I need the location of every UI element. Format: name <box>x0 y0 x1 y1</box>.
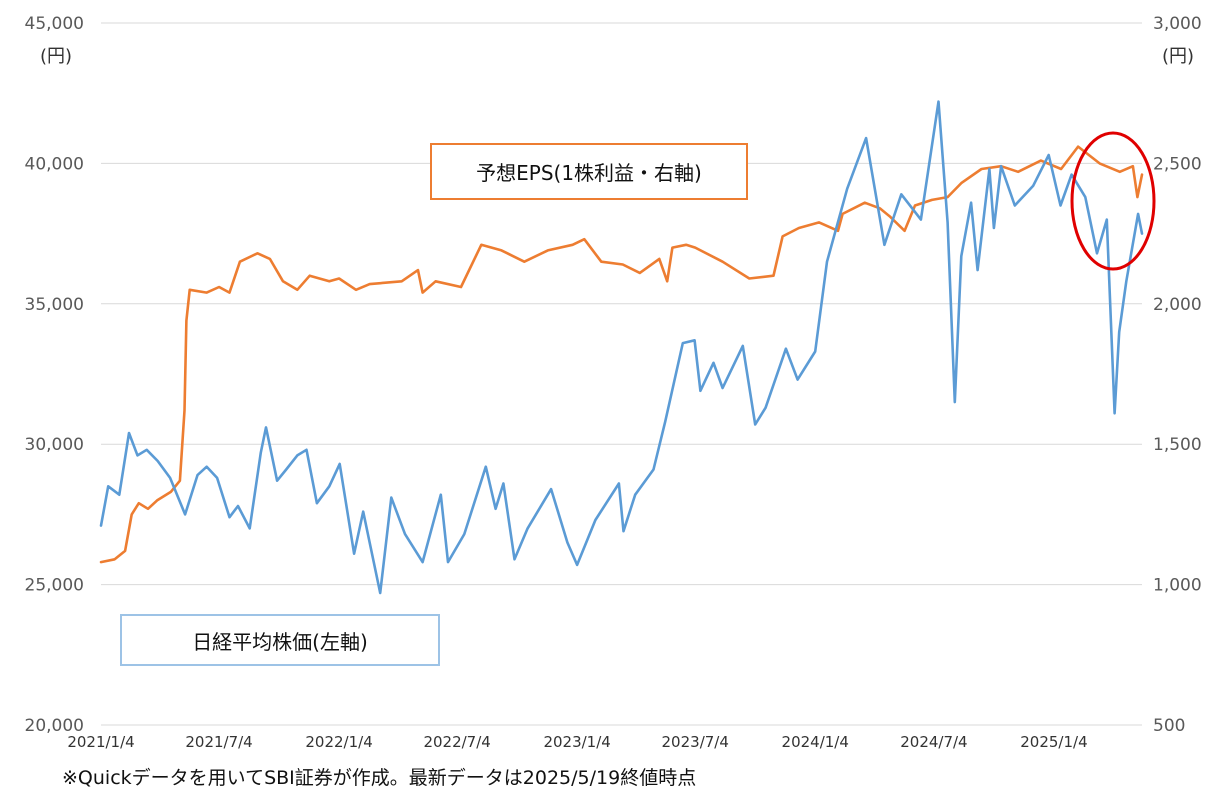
right-axis-unit: (円) <box>1162 46 1194 67</box>
left-tick-label: 40,000 <box>25 154 84 174</box>
right-tick-label: 1,000 <box>1153 576 1202 596</box>
eps-line <box>99 145 1144 564</box>
x-tick-label: 2021/7/4 <box>185 733 252 751</box>
x-tick-label: 2021/1/4 <box>67 733 134 751</box>
eps-legend: 予想EPS(1株利益・右軸) <box>430 143 748 200</box>
nikkei-legend-label: 日経平均株価(左軸) <box>192 629 368 654</box>
x-tick-label: 2024/7/4 <box>900 733 967 751</box>
right-tick-label: 1,500 <box>1153 435 1202 455</box>
x-axis-ticks: 2021/1/4 2021/7/4 2022/1/4 2022/7/4 2023/1/4… <box>67 733 1087 751</box>
left-tick-label: 35,000 <box>25 295 84 315</box>
x-tick-label: 2024/1/4 <box>782 733 849 751</box>
x-tick-label: 2022/1/4 <box>305 733 372 751</box>
eps-legend-label: 予想EPS(1株利益・右軸) <box>476 161 702 185</box>
x-tick-label: 2022/7/4 <box>423 733 490 751</box>
left-axis-unit: (円) <box>40 46 72 67</box>
left-axis-ticks: 20,000 25,000 30,000 35,000 40,000 45,000 <box>25 14 84 736</box>
right-tick-label: 2,000 <box>1153 295 1202 315</box>
nikkei-legend: 日経平均株価(左軸) <box>120 614 440 666</box>
x-tick-label: 2023/1/4 <box>543 733 610 751</box>
right-tick-label: 3,000 <box>1153 14 1202 34</box>
highlight-circle <box>1070 131 1156 271</box>
right-axis-ticks: 500 1,000 1,500 2,000 2,500 3,000 <box>1153 14 1202 736</box>
series-layer <box>99 100 1144 595</box>
left-tick-label: 45,000 <box>25 14 84 34</box>
footnote: ※Quickデータを用いてSBI証券が作成。最新データは2025/5/19終値時… <box>62 767 697 789</box>
right-tick-label: 2,500 <box>1153 154 1202 174</box>
x-tick-label: 2025/1/4 <box>1020 733 1087 751</box>
nikkei-line <box>99 100 1144 595</box>
left-tick-label: 25,000 <box>25 576 84 596</box>
left-tick-label: 20,000 <box>25 716 84 736</box>
right-tick-label: 500 <box>1153 716 1185 736</box>
left-tick-label: 30,000 <box>25 435 84 455</box>
x-tick-label: 2023/7/4 <box>662 733 729 751</box>
